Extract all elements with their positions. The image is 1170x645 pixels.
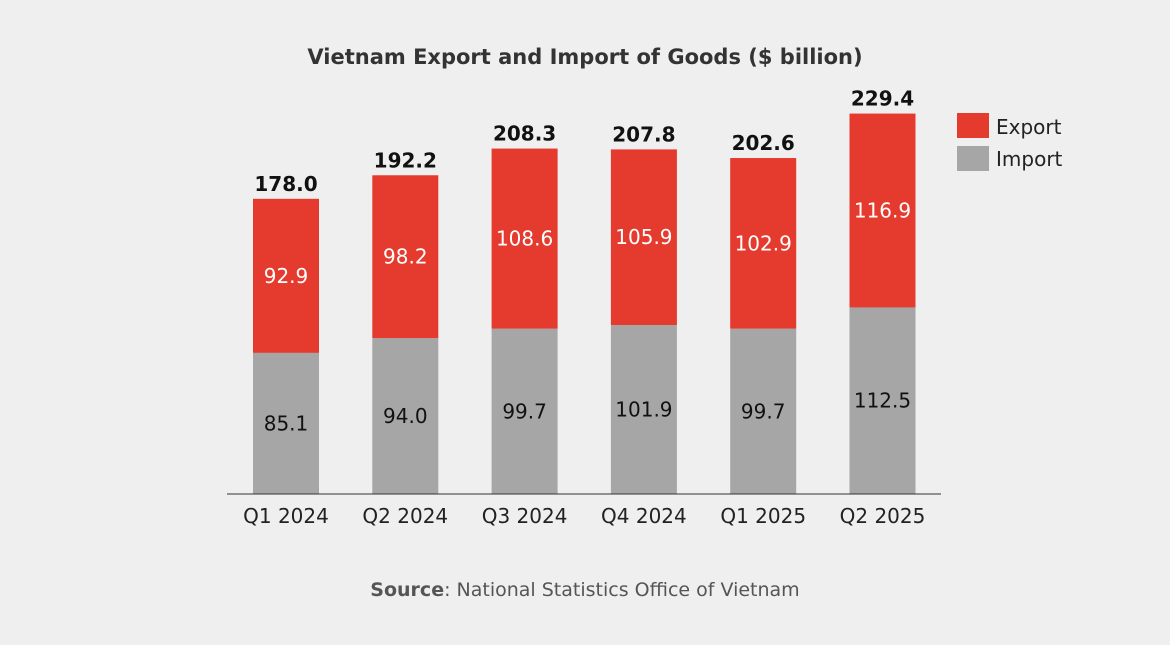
legend-item-export: Export bbox=[957, 113, 1062, 139]
legend-label-export: Export bbox=[996, 115, 1062, 139]
source-label: Source bbox=[370, 579, 444, 601]
bar-export bbox=[372, 175, 439, 339]
data-label-export: 98.2 bbox=[383, 245, 428, 269]
bar-export bbox=[491, 148, 558, 329]
x-tick-labels: Q1 2024 Q2 2024 Q3 2024 Q4 2024 Q1 2025 Q2 20… bbox=[243, 504, 925, 528]
bar-export bbox=[610, 149, 677, 326]
source-note: Source: National Statistics Office of Vi… bbox=[370, 579, 799, 601]
data-label-export: 102.9 bbox=[735, 231, 792, 255]
x-tick-label: Q1 2024 bbox=[243, 504, 329, 528]
x-tick-label: Q3 2024 bbox=[482, 504, 568, 528]
chart-title: Vietnam Export and Import of Goods ($ bi… bbox=[307, 45, 862, 69]
total-label: 178.0 bbox=[254, 172, 317, 196]
legend-label-import: Import bbox=[996, 147, 1063, 171]
legend-swatch-export bbox=[957, 113, 989, 138]
bars: 85.1 92.9 178.0 94.0 98.2 192.2 99.7 108.6 208.3… bbox=[253, 87, 916, 494]
legend-item-import: Import bbox=[957, 146, 1063, 171]
bar-import bbox=[730, 328, 797, 494]
data-label-import: 99.7 bbox=[502, 399, 547, 423]
data-label-export: 105.9 bbox=[615, 225, 672, 249]
legend: Export Import bbox=[957, 113, 1063, 171]
bar-import bbox=[491, 328, 558, 494]
total-label: 229.4 bbox=[851, 87, 914, 111]
data-label-import: 85.1 bbox=[264, 411, 309, 435]
data-label-import: 101.9 bbox=[615, 398, 672, 422]
x-tick-label: Q1 2025 bbox=[720, 504, 806, 528]
bar-export bbox=[253, 198, 319, 353]
bar-import bbox=[610, 325, 677, 494]
data-label-import: 99.7 bbox=[741, 399, 786, 423]
total-label: 208.3 bbox=[493, 122, 556, 146]
data-label-import: 94.0 bbox=[383, 404, 428, 428]
legend-swatch-import bbox=[957, 146, 989, 171]
total-label: 207.8 bbox=[612, 122, 675, 146]
x-tick-label: Q4 2024 bbox=[601, 504, 687, 528]
bar-import bbox=[372, 338, 439, 494]
bar-export bbox=[730, 158, 797, 329]
bar-import bbox=[849, 307, 916, 494]
data-label-export: 92.9 bbox=[264, 264, 309, 288]
source-text: : National Statistics Office of Vietnam bbox=[444, 579, 800, 601]
total-label: 202.6 bbox=[732, 131, 795, 155]
x-tick-label: Q2 2024 bbox=[362, 504, 448, 528]
x-tick-label: Q2 2025 bbox=[840, 504, 926, 528]
data-label-export: 108.6 bbox=[496, 227, 553, 251]
data-label-import: 112.5 bbox=[854, 389, 911, 413]
bar-export bbox=[849, 113, 916, 308]
data-label-export: 116.9 bbox=[854, 199, 911, 223]
total-label: 192.2 bbox=[374, 148, 437, 172]
bar-import bbox=[253, 352, 319, 494]
